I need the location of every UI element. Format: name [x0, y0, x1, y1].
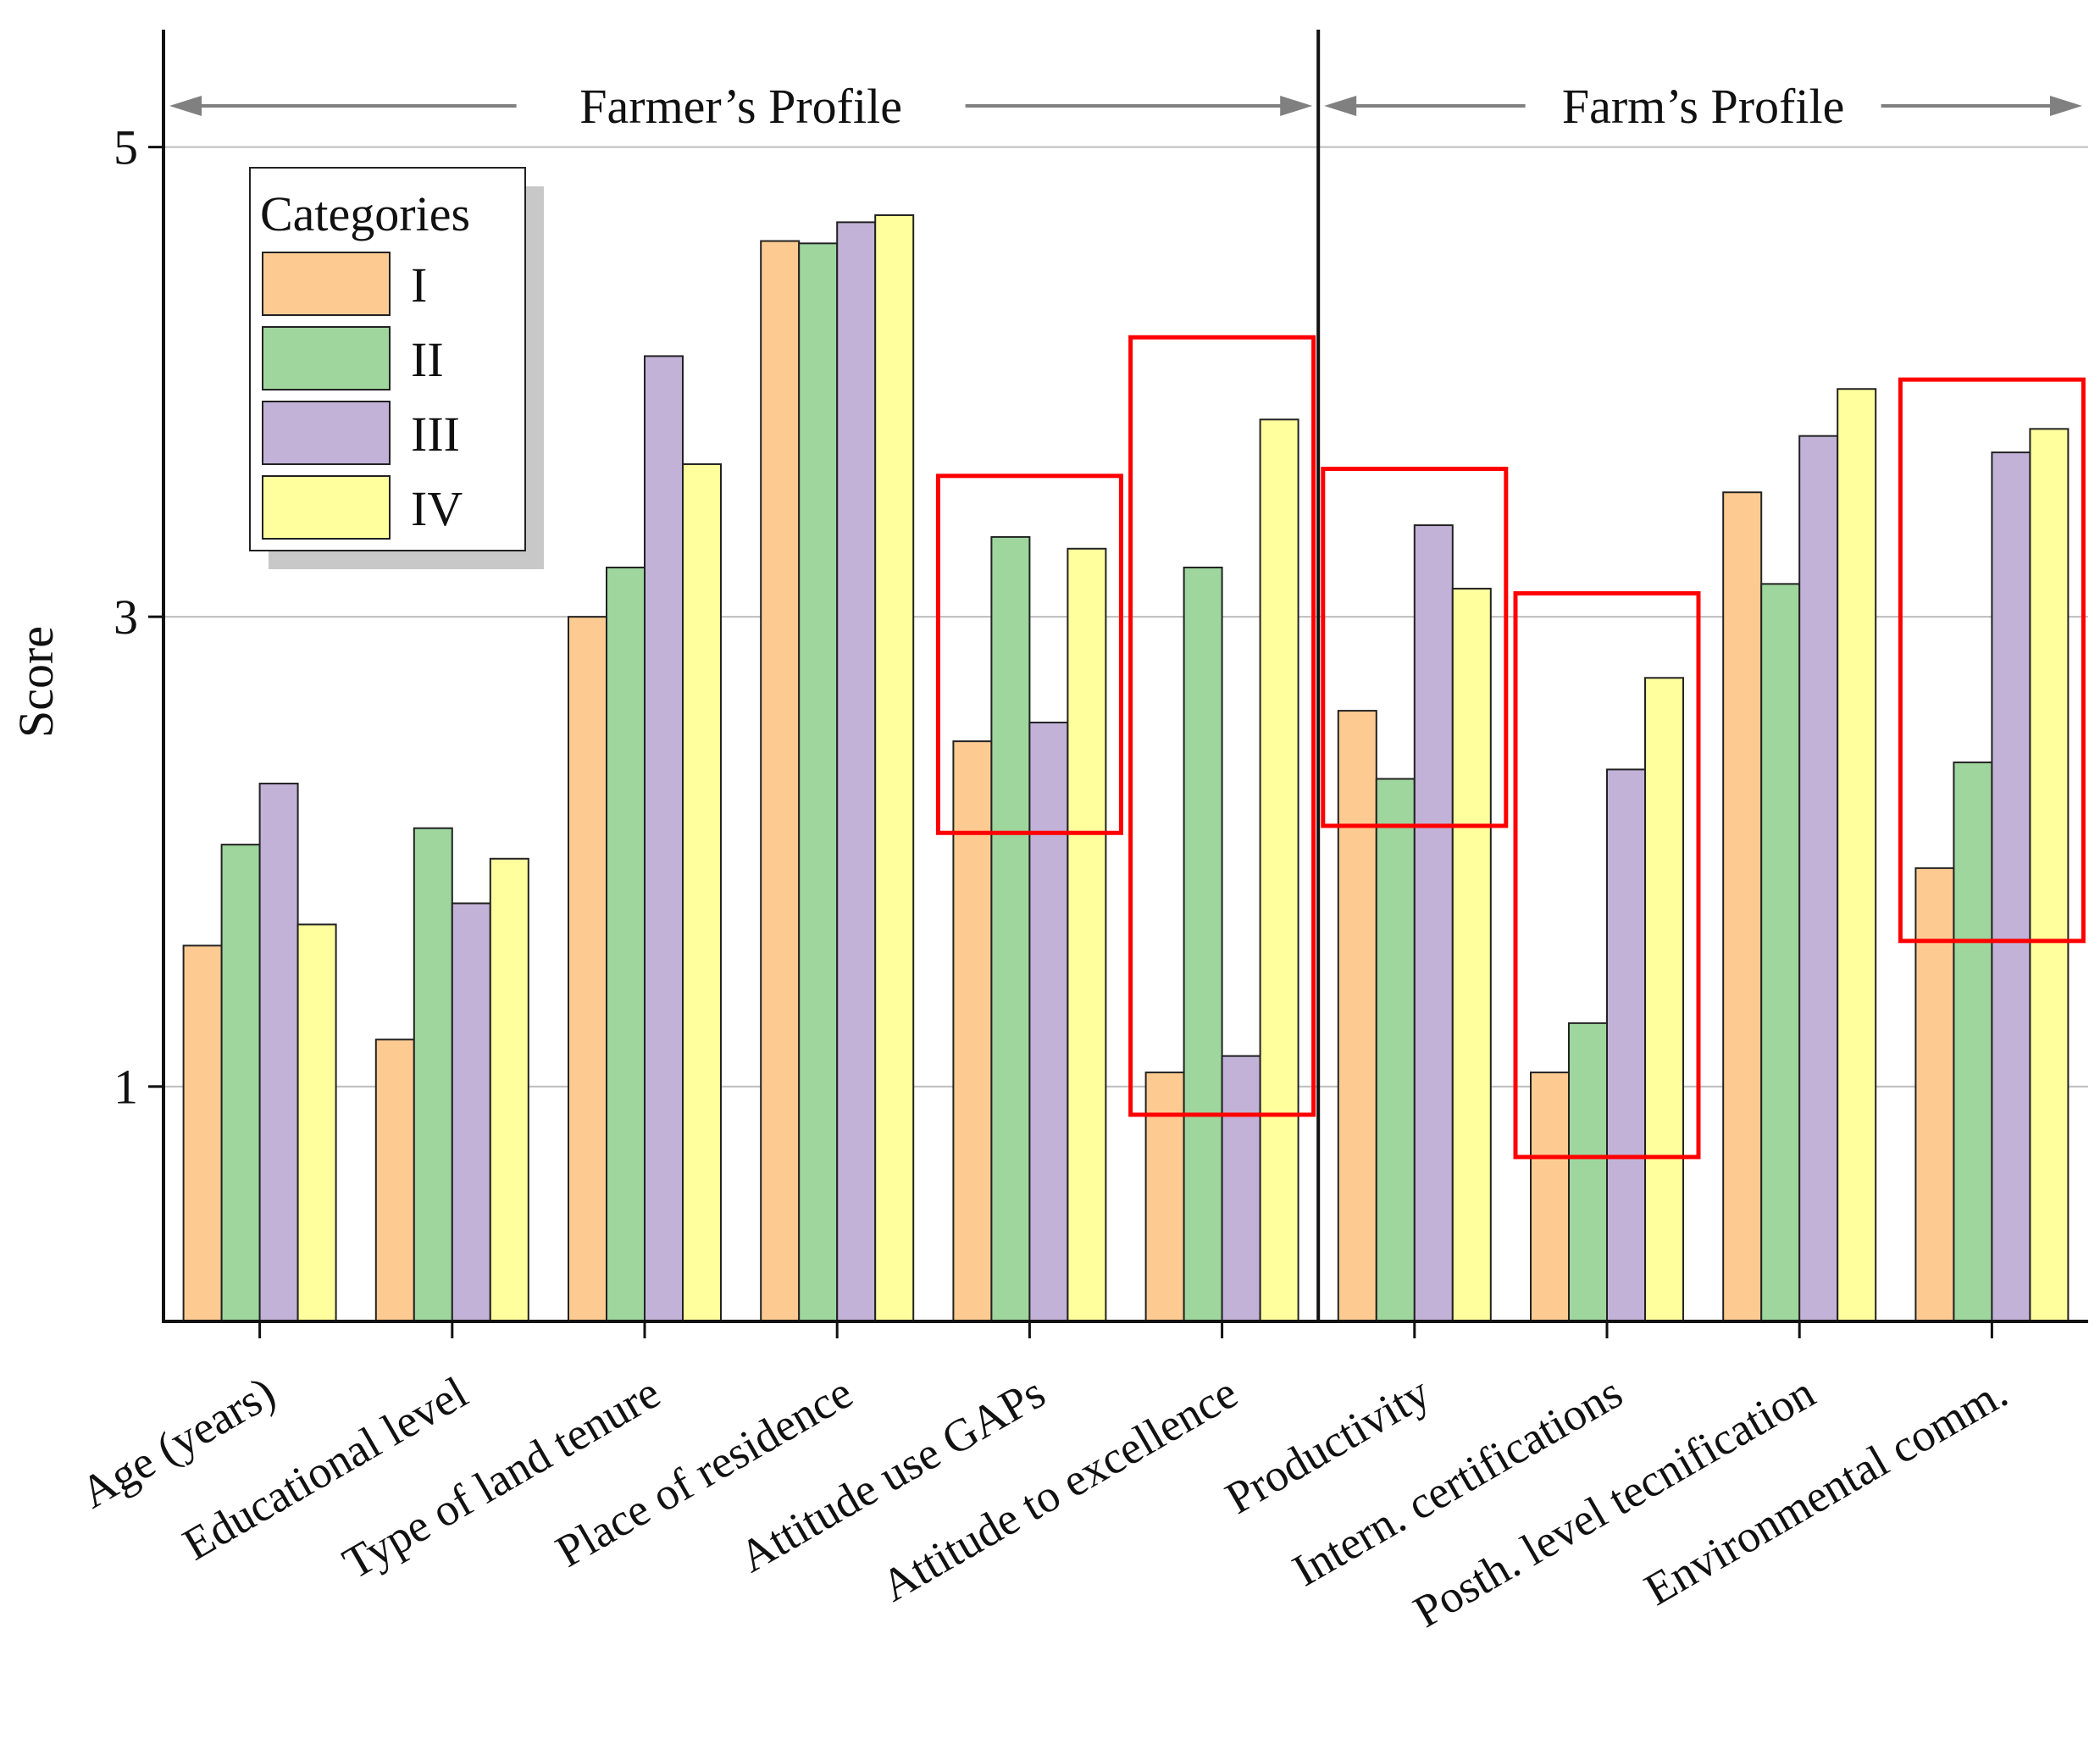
section-label: Farm’s Profile [1562, 79, 1844, 134]
bar-place-of-residence-iii [836, 221, 877, 1322]
x-tick-label-type-of-land-tenure: Type of land tenure [335, 1366, 668, 1588]
legend-swatch [262, 252, 391, 316]
highlight-boxes [935, 335, 2086, 1160]
legend-label: II [411, 332, 444, 387]
bar-productivity-iv [1451, 587, 1492, 1322]
bar-place-of-residence-ii [798, 242, 839, 1322]
bar-age-years-ii [220, 844, 261, 1322]
bar-posth-level-tecnification-ii [1760, 583, 1801, 1322]
bar-type-of-land-tenure-iii [644, 355, 684, 1323]
bar-educational-level-iii [451, 902, 491, 1323]
highlight-box-productivity [1321, 467, 1509, 828]
bar-environmental-comm-iii [1991, 451, 2031, 1322]
legend-label: IV [411, 481, 463, 536]
bar-type-of-land-tenure-iv [682, 462, 722, 1322]
bar-attitude-use-gaps-iv [1067, 547, 1107, 1322]
bar-posth-level-tecnification-i [1722, 491, 1763, 1322]
highlight-box-attitude-to-excellence [1128, 335, 1316, 1117]
y-tick-label-3: 3 [114, 590, 138, 645]
legend-item-iv: IV [262, 475, 463, 540]
section-header-farm-s-profile: Farm’s Profile [1324, 79, 2082, 134]
x-tick-label-environmental-comm: Environmental comm. [1636, 1366, 2015, 1614]
bars [182, 214, 2070, 1323]
legend-swatch [262, 401, 391, 465]
arrow-right-icon [1280, 96, 1313, 116]
legend-label: I [411, 258, 427, 313]
bar-posth-level-tecnification-iv [1837, 388, 1877, 1322]
bar-intern-certifications-iii [1606, 768, 1646, 1322]
bar-intern-certifications-i [1530, 1072, 1570, 1323]
bar-educational-level-iv [489, 857, 529, 1322]
bar-age-years-i [182, 944, 223, 1322]
x-tick-label-attitude-to-excellence: Attitude to excellence [873, 1366, 1245, 1611]
bar-attitude-use-gaps-ii [990, 535, 1031, 1322]
highlight-box-environmental-comm [1898, 377, 2086, 944]
y-tick-label-5: 5 [114, 120, 138, 175]
bar-environmental-comm-i [1914, 867, 1955, 1322]
bar-attitude-to-excellence-ii [1183, 566, 1223, 1322]
bar-educational-level-i [374, 1038, 415, 1322]
legend-item-i: I [262, 252, 427, 316]
bar-attitude-to-excellence-i [1144, 1072, 1185, 1323]
bar-productivity-iii [1413, 524, 1454, 1322]
highlight-box-intern-certifications [1513, 590, 1701, 1160]
section-headers: Farmer’s Profile Farm’s Profile [169, 79, 2082, 134]
legend-label: III [411, 407, 460, 462]
highlight-box-attitude-use-gaps [935, 474, 1123, 835]
bar-place-of-residence-i [760, 240, 801, 1323]
bar-posth-level-tecnification-iii [1798, 435, 1839, 1323]
legend-title: Categories [260, 186, 470, 241]
bar-attitude-to-excellence-iii [1221, 1055, 1261, 1322]
section-label: Farmer’s Profile [579, 79, 902, 134]
bar-place-of-residence-iv [874, 214, 915, 1323]
arrow-right-icon [2050, 96, 2082, 116]
bar-age-years-iv [296, 923, 337, 1322]
axes [162, 30, 2088, 1323]
arrow-left-icon [1324, 96, 1357, 116]
legend-item-iii: III [262, 401, 460, 465]
legend-swatch [262, 326, 391, 390]
bar-productivity-ii [1375, 778, 1416, 1322]
bar-intern-certifications-ii [1568, 1022, 1608, 1322]
bar-environmental-comm-ii [1953, 762, 1993, 1322]
bar-productivity-i [1337, 710, 1377, 1322]
bar-attitude-use-gaps-iii [1028, 721, 1069, 1322]
bar-age-years-iii [258, 783, 299, 1322]
bar-type-of-land-tenure-ii [606, 566, 646, 1322]
x-tick-label-intern-certifications: Intern. certifications [1284, 1366, 1631, 1596]
y-tick-label-1: 1 [114, 1060, 138, 1115]
bar-type-of-land-tenure-i [568, 616, 607, 1322]
bar-attitude-to-excellence-iv [1259, 418, 1299, 1323]
bar-attitude-use-gaps-i [952, 740, 993, 1322]
section-header-farmer-s-profile: Farmer’s Profile [169, 79, 1313, 134]
y-axis-label: Score [8, 626, 64, 738]
legend-swatch [262, 475, 391, 540]
arrow-left-icon [169, 96, 202, 116]
legend-item-ii: II [262, 326, 444, 390]
bar-environmental-comm-iv [2029, 428, 2070, 1322]
bar-intern-certifications-iv [1644, 677, 1684, 1322]
bar-educational-level-ii [413, 827, 453, 1322]
